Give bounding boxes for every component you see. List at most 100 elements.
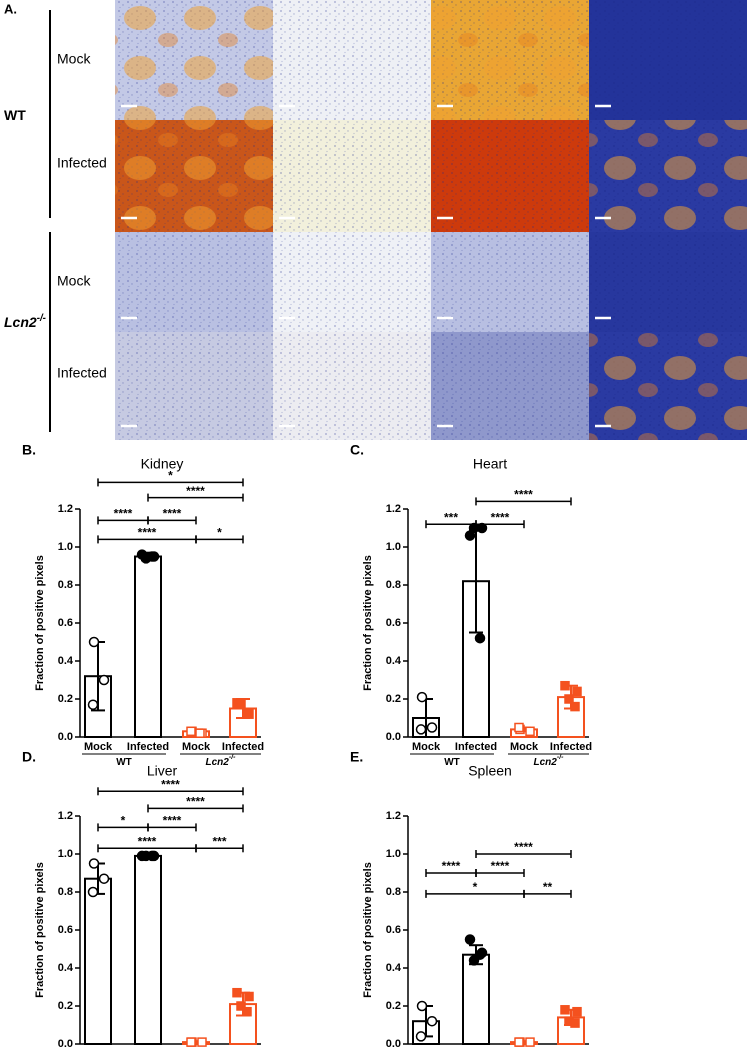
bar-chart: B. Kidney Fraction of positive pixels 0.0 0.… (22, 442, 264, 768)
panel-label: D. (22, 749, 36, 765)
x-tick-label: Infected (222, 1048, 264, 1049)
x-tick-label: Infected (455, 1048, 497, 1049)
micrograph-texture (589, 232, 747, 332)
bar-chart: C. Heart Fraction of positive pixels 0.0 0.2… (350, 442, 592, 768)
data-point (232, 987, 242, 998)
panel-label: E. (350, 749, 363, 765)
data-point (415, 1031, 427, 1042)
y-tick-label: 1.0 (386, 541, 401, 553)
data-point (416, 1000, 428, 1012)
data-point (416, 691, 428, 703)
data-point (474, 632, 486, 644)
y-tick-label: 0.0 (386, 731, 401, 743)
chart-title: Spleen (468, 763, 512, 779)
data-point (560, 680, 570, 691)
y-tick-label: 0.2 (386, 693, 401, 705)
y-tick-label: 0.0 (58, 731, 73, 743)
micrograph-texture (273, 332, 431, 440)
y-axis-label: Fraction of positive pixels (362, 862, 374, 998)
x-tick-label: Mock (84, 741, 113, 753)
y-tick-label: 1.0 (58, 848, 73, 860)
significance-label: **** (491, 510, 510, 524)
group-label: Lcn2-/- (4, 313, 46, 330)
group-name: Lcn2 (534, 757, 558, 768)
y-tick-label: 1.0 (58, 541, 73, 553)
x-tick-label: Infected (550, 741, 592, 753)
significance-label: * (217, 526, 222, 540)
micrograph-texture (431, 120, 589, 232)
data-point (98, 674, 110, 686)
row-label: Mock (57, 51, 91, 67)
data-point (236, 699, 246, 710)
data-point (98, 873, 110, 884)
y-tick-label: 0.6 (386, 617, 401, 629)
stain-overlay (589, 332, 747, 440)
y-tick-label: 0.2 (58, 693, 73, 705)
significance-label: **** (163, 507, 182, 521)
panel-label: B. (22, 442, 36, 458)
y-tick-label: 0.8 (386, 579, 401, 591)
group-name: Lcn2 (206, 757, 230, 768)
x-tick-label: Mock (510, 741, 539, 753)
significance-label: *** (212, 834, 226, 848)
y-tick-label: 0.0 (386, 1038, 401, 1049)
significance-label: ** (543, 880, 553, 894)
micrograph-texture (431, 232, 589, 332)
micrograph-texture (273, 232, 431, 332)
data-point (195, 728, 205, 738)
data-point (197, 1037, 207, 1047)
charts: B. Kidney Fraction of positive pixels 0.0 0.… (22, 442, 592, 1049)
group-label: WT (4, 107, 26, 123)
chart-title: Kidney (141, 456, 184, 472)
significance-label: **** (163, 814, 182, 828)
data-point (514, 1037, 524, 1047)
panel-label: A. (4, 1, 17, 16)
y-tick-label: 0.6 (58, 924, 73, 936)
stain-overlay (115, 120, 273, 232)
data-point (426, 1015, 438, 1027)
data-point (244, 991, 254, 1002)
significance-label: **** (138, 834, 157, 848)
row-label: Infected (57, 365, 107, 381)
y-tick-label: 0.4 (386, 962, 402, 974)
significance-label: *** (444, 510, 458, 524)
micrograph-texture (589, 0, 747, 120)
y-axis-label: Fraction of positive pixels (34, 862, 46, 998)
data-point (242, 707, 252, 718)
bar (462, 953, 490, 1045)
y-axis-label: Fraction of positive pixels (362, 555, 374, 691)
data-point (186, 726, 196, 737)
y-tick-label: 0.4 (386, 655, 402, 667)
significance-label: **** (161, 777, 180, 791)
x-tick-label: Mock (182, 741, 211, 753)
data-point (236, 1001, 246, 1011)
bar (84, 877, 112, 1045)
y-tick-label: 0.0 (58, 1038, 73, 1049)
y-tick-label: 0.4 (58, 962, 74, 974)
data-point (560, 1005, 570, 1015)
significance-label: **** (442, 859, 461, 873)
significance-label: **** (186, 484, 205, 498)
group-label: WT (444, 757, 460, 768)
panel-a: A. KidneyHeartLiverSpleenMockInfectedMoc… (4, 0, 747, 440)
data-point (186, 1037, 196, 1047)
data-point (426, 722, 438, 733)
micrograph-texture (431, 332, 589, 440)
data-point (87, 886, 99, 898)
group-name: WT (4, 107, 26, 123)
y-tick-label: 0.2 (386, 1000, 401, 1012)
data-point (146, 850, 158, 862)
y-tick-label: 0.8 (386, 886, 401, 898)
bar (134, 555, 162, 738)
panel-label: C. (350, 442, 364, 458)
significance-label: **** (514, 840, 533, 854)
bar (134, 854, 162, 1046)
x-tick-label: Mock (412, 1048, 441, 1049)
significance-label: **** (114, 507, 133, 521)
data-point (88, 636, 100, 648)
micrograph-texture (273, 120, 431, 232)
bar-chart: E. Spleen Fraction of positive pixels 0.0 0.… (350, 749, 592, 1049)
stain-overlay (431, 0, 589, 120)
micrograph-texture (273, 0, 431, 120)
